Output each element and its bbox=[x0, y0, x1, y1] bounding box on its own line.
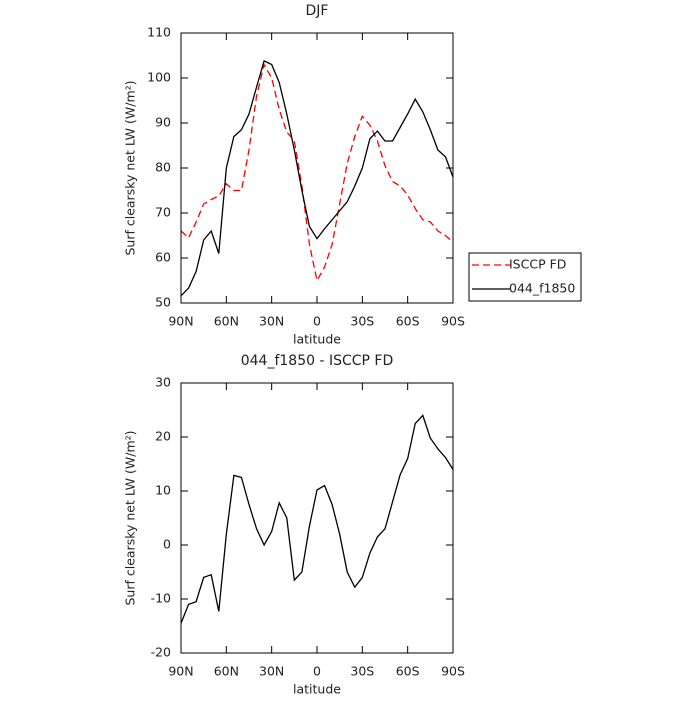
x-tick-label: 30N bbox=[259, 664, 284, 679]
y-tick-label: 50 bbox=[155, 295, 171, 310]
plot-frame bbox=[180, 382, 454, 654]
y-tick-label: -20 bbox=[151, 645, 171, 660]
y-tick-label: 110 bbox=[147, 25, 171, 40]
x-axis-label: latitude bbox=[293, 682, 341, 697]
chart-title: 044_f1850 - ISCCP FD bbox=[241, 353, 394, 369]
y-tick-label: 0 bbox=[163, 537, 171, 552]
y-tick-label: 60 bbox=[155, 250, 171, 265]
x-tick-label: 60N bbox=[214, 314, 239, 329]
y-tick-label: 70 bbox=[155, 205, 171, 220]
y-tick-label: 10 bbox=[155, 483, 171, 498]
y-tick-label: 80 bbox=[155, 160, 171, 175]
y-tick-label: 30 bbox=[155, 375, 171, 390]
y-tick-label: 20 bbox=[155, 429, 171, 444]
x-tick-label: 60N bbox=[214, 664, 239, 679]
chart-title: DJF bbox=[306, 3, 329, 19]
x-axis-label: latitude bbox=[293, 332, 341, 347]
series-line bbox=[180, 59, 454, 297]
x-tick-label: 60S bbox=[396, 664, 420, 679]
series-line bbox=[180, 414, 454, 624]
x-tick-label: 90N bbox=[168, 314, 193, 329]
x-tick-label: 0 bbox=[313, 664, 321, 679]
x-tick-label: 90S bbox=[441, 664, 465, 679]
legend-box bbox=[468, 252, 582, 302]
y-tick-label: -10 bbox=[151, 591, 171, 606]
x-tick-label: 0 bbox=[313, 314, 321, 329]
x-tick-label: 30S bbox=[350, 664, 374, 679]
y-axis-label: Surf clearsky net LW (W/m²) bbox=[123, 80, 138, 255]
plot-frame bbox=[180, 32, 454, 304]
x-tick-label: 30N bbox=[259, 314, 284, 329]
x-tick-label: 90S bbox=[441, 314, 465, 329]
y-axis-label: Surf clearsky net LW (W/m²) bbox=[123, 430, 138, 605]
y-tick-label: 100 bbox=[147, 70, 171, 85]
x-tick-label: 60S bbox=[396, 314, 420, 329]
x-tick-label: 90N bbox=[168, 664, 193, 679]
x-tick-label: 30S bbox=[350, 314, 374, 329]
series-line bbox=[180, 62, 454, 283]
y-tick-label: 90 bbox=[155, 115, 171, 130]
legend-label: 044_f1850 bbox=[509, 281, 575, 296]
legend-label: ISCCP FD bbox=[509, 257, 566, 272]
